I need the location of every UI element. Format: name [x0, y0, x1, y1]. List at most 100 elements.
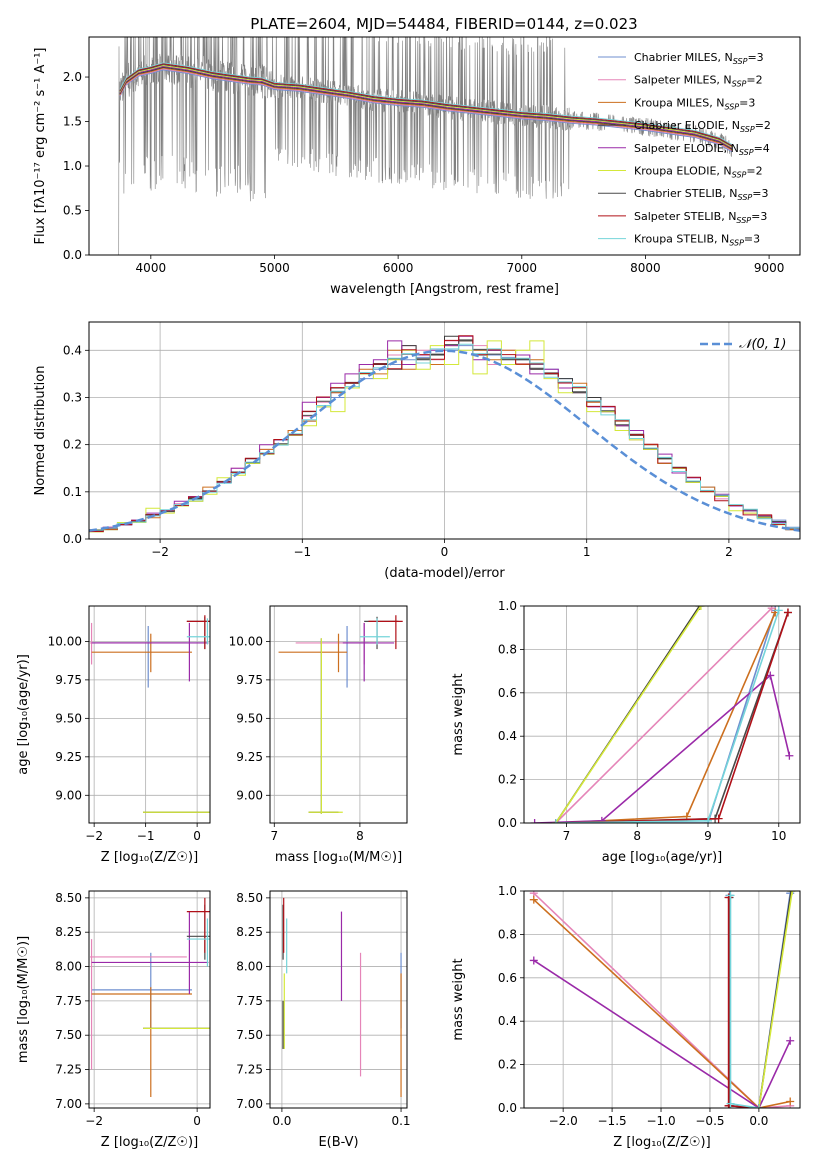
x-tick-label: 0 — [441, 545, 449, 559]
axes-frame — [523, 890, 801, 1109]
x-tick-label: 2 — [725, 545, 733, 559]
y-tick-label: 0.0 — [63, 248, 82, 262]
x-axis-label: E(B-V) — [318, 1135, 358, 1150]
y-tick-label: 0.6 — [498, 686, 517, 700]
y-tick-label: 9.50 — [236, 711, 263, 725]
model-line-kroupa-elodie — [119, 65, 733, 148]
y-tick-label: 8.25 — [236, 925, 263, 939]
y-axis-label: mass [log₁₀(M/M☉)] — [16, 936, 31, 1063]
plot-area-age-vs-Z — [89, 606, 210, 823]
y-tick-label: 7.50 — [236, 1028, 263, 1042]
weight-line-salpeter-elodie — [534, 673, 791, 823]
axes-mass-weight-vs-age: 7 8 9 10 0.0 0.2 0.4 0.6 0.8 1.0 age [log₁₀(age/yr… — [451, 599, 801, 865]
y-tick-label: 1.0 — [498, 599, 517, 613]
plot-area-spectrum — [118, 37, 733, 255]
weight-line-kroupa-elodie — [555, 606, 702, 823]
weight-line-salpeter-miles — [533, 892, 791, 1108]
plot-area-mass-weight-vs-Z — [524, 891, 800, 1108]
y-axis-label: age [log₁₀(age/yr)] — [16, 654, 31, 775]
y-tick-label: 9.75 — [236, 673, 263, 687]
model-line-chabrier-miles — [119, 69, 733, 153]
y-tick-label: 7.75 — [55, 994, 82, 1008]
y-tick-label: 9.00 — [55, 788, 82, 802]
y-tick-label: 0.0 — [63, 532, 82, 546]
y-tick-label: 0.2 — [498, 1058, 517, 1072]
weight-marker — [529, 895, 538, 904]
y-tick-label: 9.50 — [55, 711, 82, 725]
weight-line-kroupa-elodie — [758, 891, 793, 1108]
y-tick-label: 0.0 — [498, 816, 517, 830]
x-tick-label: 1 — [583, 545, 591, 559]
weight-marker — [726, 1099, 735, 1108]
x-axis-label: wavelength [Angstrom, rest frame] — [330, 282, 559, 297]
weight-marker — [529, 956, 538, 965]
model-line-kroupa-stelib — [119, 62, 733, 146]
plot-area-mass-vs-EBV — [270, 891, 407, 1108]
x-tick-label: −2 — [151, 545, 169, 559]
y-tick-label: 8.50 — [236, 891, 263, 905]
y-tick-label: 0.2 — [63, 438, 82, 452]
legend-label: Salpeter STELIB, NSSP=3 — [634, 210, 767, 225]
y-tick-label: 1.0 — [63, 159, 82, 173]
y-tick-label: 0.1 — [63, 485, 82, 499]
plot-area-mass-vs-Z — [89, 891, 210, 1108]
y-tick-label: 7.25 — [55, 1063, 82, 1077]
y-axis-label: mass weight — [451, 958, 466, 1040]
spectrum-legend: Chabrier MILES, NSSP=3 Salpeter MILES, NS… — [598, 51, 771, 248]
y-tick-label: 0.8 — [498, 927, 517, 941]
weight-marker — [767, 606, 776, 613]
y-tick-label: 0.4 — [63, 343, 82, 357]
x-tick-label: 0 — [193, 1114, 201, 1128]
y-tick-label: 7.50 — [55, 1028, 82, 1042]
x-axis-label: (data-model)/error — [384, 566, 505, 581]
y-tick-label: 9.75 — [55, 673, 82, 687]
legend-label: Chabrier ELODIE, NSSP=2 — [634, 119, 771, 134]
x-tick-label: −1.0 — [646, 1114, 675, 1128]
y-tick-label: 0.0 — [498, 1101, 517, 1115]
x-tick-label: 8 — [356, 829, 364, 843]
x-tick-label: 0.1 — [391, 1114, 410, 1128]
weight-marker — [788, 891, 797, 895]
x-tick-label: 8000 — [630, 261, 661, 275]
weight-line-chabrier-miles — [555, 610, 776, 823]
y-tick-label: 0.3 — [63, 390, 82, 404]
legend-label: Kroupa STELIB, NSSP=3 — [634, 233, 760, 248]
y-tick-label: 2.0 — [63, 70, 82, 84]
y-tick-label: 0.8 — [498, 642, 517, 656]
plot-area-mass-weight-vs-age — [524, 606, 800, 823]
axes-mass-vs-Z: −2 0 7.00 7.25 7.50 7.75 8.00 8.25 8.50 Z [log₁₀(… — [16, 890, 211, 1150]
weight-line-chabrier-miles — [728, 893, 791, 1108]
axes-residuals: −2 −1 0 1 2 0.0 0.1 0.2 0.3 0.4 (data-model)/error… — [33, 321, 801, 581]
axes-frame — [523, 605, 801, 824]
axes-frame — [88, 605, 211, 824]
x-tick-label: 7000 — [507, 261, 538, 275]
y-tick-label: 1.5 — [63, 115, 82, 129]
weight-line-salpeter-stelib — [555, 612, 789, 823]
x-axis-label: Z [log₁₀(Z/Z☉)] — [101, 1135, 198, 1150]
weight-line-kroupa-miles — [533, 899, 791, 1108]
legend-label: Kroupa ELODIE, NSSP=2 — [634, 165, 763, 180]
axes-frame — [88, 36, 801, 256]
y-tick-label: 0.4 — [498, 729, 517, 743]
x-tick-label: 6000 — [383, 261, 414, 275]
axes-frame — [269, 890, 408, 1109]
x-tick-label: −2 — [85, 1114, 103, 1128]
axes-frame — [269, 605, 408, 824]
x-tick-label: 10 — [771, 829, 786, 843]
x-tick-label: −2 — [85, 829, 103, 843]
model-line-salpeter-miles — [119, 68, 733, 152]
y-tick-label: 10.00 — [229, 634, 263, 648]
weight-marker — [551, 819, 560, 823]
weight-marker — [783, 608, 792, 617]
y-tick-label: 0.5 — [63, 204, 82, 218]
legend-label: Kroupa MILES, NSSP=3 — [634, 96, 755, 111]
weight-marker — [704, 816, 712, 823]
y-tick-label: 8.00 — [55, 960, 82, 974]
x-axis-label: age [log₁₀(age/yr)] — [602, 850, 723, 865]
x-tick-label: 7 — [563, 829, 571, 843]
weight-line-salpeter-miles — [555, 607, 773, 823]
x-tick-label: 9000 — [754, 261, 785, 275]
y-tick-label: 8.50 — [55, 891, 82, 905]
x-tick-label: −1 — [137, 829, 155, 843]
